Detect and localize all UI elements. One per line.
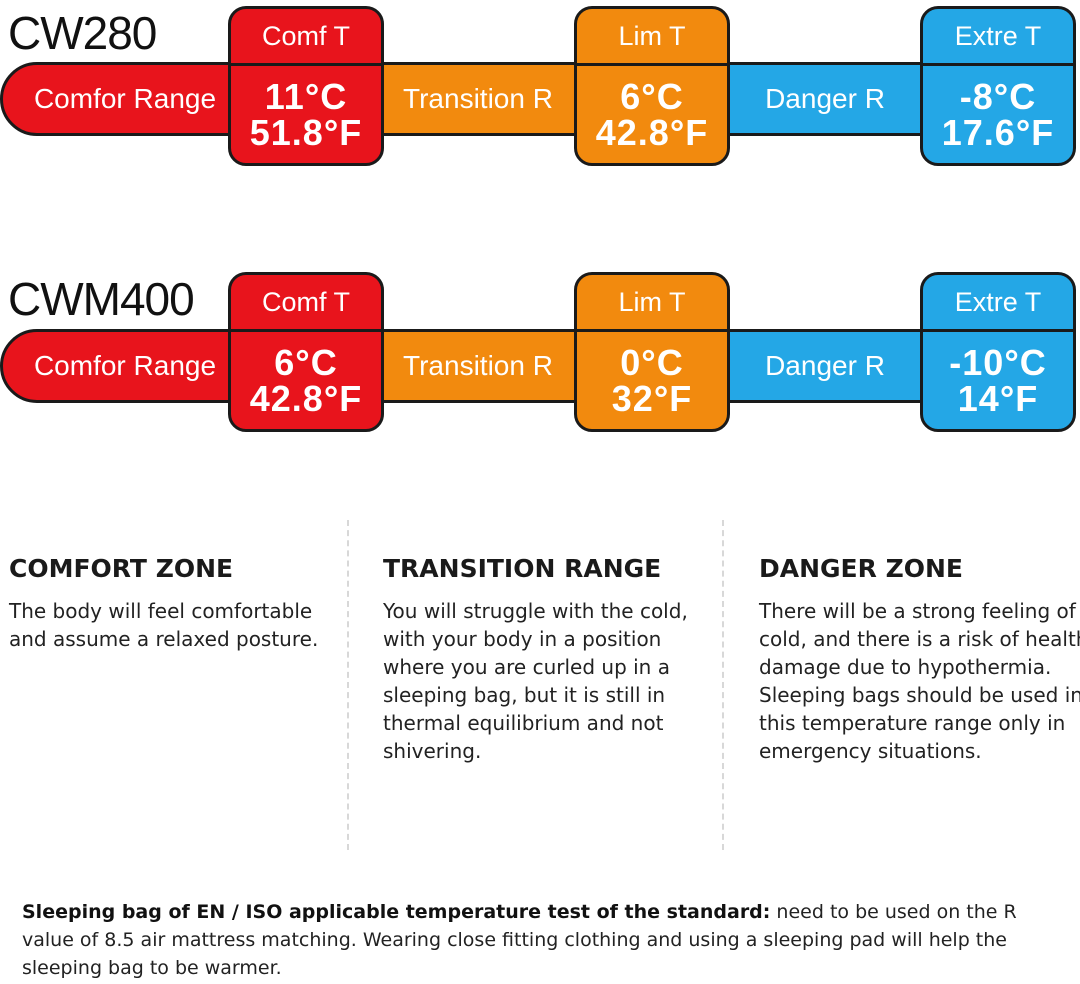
- comfort-temperature-label: Comf T: [231, 9, 381, 66]
- danger-range-label: Danger R: [765, 83, 885, 114]
- transition-range-title: TRANSITION RANGE: [383, 554, 662, 583]
- transition-range-segment: Transition R: [376, 329, 580, 403]
- column-divider: [347, 520, 349, 850]
- comfort-range-segment: Comfor Range: [0, 62, 240, 136]
- transition-range-text: You will struggle with the cold, with yo…: [383, 599, 688, 763]
- comfort-range-segment: Comfor Range: [0, 329, 240, 403]
- comfort-range-label: Comfor Range: [33, 350, 217, 381]
- temperature-scale-cw280: Comfor Range Transition R Danger R: [0, 44, 1080, 154]
- transition-range-segment: Transition R: [376, 62, 580, 136]
- extreme-temperature-box: Extre T -8°C 17.6°F: [920, 6, 1076, 166]
- comfort-celsius: 11°C: [264, 75, 348, 117]
- temperature-scale-cwm400: Comfor Range Transition R Danger R: [0, 311, 1080, 421]
- limit-temperature-box: Lim T 6°C 42.8°F: [574, 6, 730, 166]
- footnote-text: need to be used on the R value of 8.5 ai…: [22, 901, 1017, 979]
- danger-range-segment: Danger R: [722, 62, 928, 136]
- limit-temperature-box: Lim T 0°C 32°F: [574, 272, 730, 432]
- limit-celsius: 0°C: [620, 341, 684, 383]
- danger-zone-text: There will be a strong feeling of cold, …: [759, 599, 1080, 763]
- model-name-cwm400: CWM400: [8, 273, 195, 325]
- extreme-temperature-label: Extre T: [923, 9, 1073, 66]
- comfort-fahrenheit: 42.8°F: [249, 377, 363, 419]
- standard-footnote: Sleeping bag of EN / ISO applicable temp…: [22, 898, 1067, 982]
- limit-temperature-label: Lim T: [577, 275, 727, 332]
- danger-zone-description: DANGER ZONE There will be a strong feeli…: [759, 554, 1080, 765]
- model-name-cw280: CW280: [8, 7, 157, 59]
- extreme-fahrenheit: 17.6°F: [941, 111, 1055, 153]
- column-divider: [722, 520, 724, 850]
- extreme-celsius: -8°C: [959, 75, 1037, 117]
- extreme-temperature-box: Extre T -10°C 14°F: [920, 272, 1076, 432]
- danger-range-segment: Danger R: [722, 329, 928, 403]
- transition-range-description: TRANSITION RANGE You will struggle with …: [383, 554, 713, 765]
- footnote-bold-lead: Sleeping bag of EN / ISO applicable temp…: [22, 901, 771, 923]
- comfort-range-label: Comfor Range: [33, 83, 217, 114]
- comfort-temperature-box: Comf T 11°C 51.8°F: [228, 6, 384, 166]
- limit-celsius: 6°C: [620, 75, 684, 117]
- extreme-temperature-label: Extre T: [923, 275, 1073, 332]
- comfort-temperature-label: Comf T: [231, 275, 381, 332]
- transition-range-label: Transition R: [403, 83, 553, 114]
- extreme-fahrenheit: 14°F: [957, 377, 1039, 419]
- transition-range-label: Transition R: [403, 350, 553, 381]
- comfort-zone-text: The body will feel comfortable and assum…: [9, 599, 319, 651]
- comfort-zone-title: COMFORT ZONE: [9, 554, 234, 583]
- limit-temperature-label: Lim T: [577, 9, 727, 66]
- comfort-fahrenheit: 51.8°F: [249, 111, 363, 153]
- comfort-temperature-box: Comf T 6°C 42.8°F: [228, 272, 384, 432]
- extreme-celsius: -10°C: [949, 341, 1047, 383]
- danger-zone-title: DANGER ZONE: [759, 554, 963, 583]
- limit-fahrenheit: 42.8°F: [595, 111, 709, 153]
- comfort-zone-description: COMFORT ZONE The body will feel comforta…: [9, 554, 339, 653]
- comfort-celsius: 6°C: [274, 341, 338, 383]
- danger-range-label: Danger R: [765, 350, 885, 381]
- limit-fahrenheit: 32°F: [611, 377, 693, 419]
